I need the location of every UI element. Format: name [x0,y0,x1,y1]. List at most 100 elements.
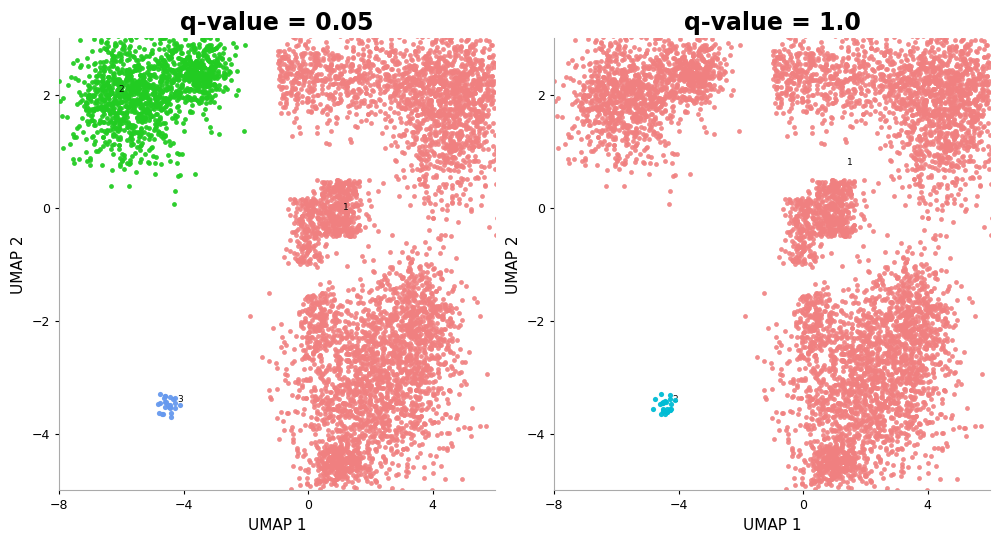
Point [619,72,635,81]
Point [941,88,957,96]
Point [324,428,340,437]
Point [672,34,688,43]
Point [406,74,422,83]
Point [800,354,816,363]
Point [841,483,857,492]
Point [605,127,621,135]
Point [422,55,438,64]
Point [957,124,973,133]
Point [389,378,405,386]
Point [831,215,847,224]
Point [399,265,415,274]
Point [294,243,310,252]
Point [666,53,682,62]
Point [271,56,287,65]
Point [923,51,939,60]
Point [839,228,855,237]
Point [651,95,667,104]
Point [954,101,970,110]
Point [417,405,433,413]
Point [957,423,973,432]
Point [359,377,375,386]
Point [880,313,896,322]
Point [358,441,374,450]
Point [185,70,201,78]
Point [829,75,845,83]
Point [367,414,383,423]
Point [428,287,444,296]
Point [795,225,811,233]
Point [345,86,361,95]
Point [276,426,292,435]
Point [349,461,365,469]
Point [128,55,144,64]
Point [414,307,430,316]
Point [345,46,361,55]
Point [894,390,910,398]
Point [132,94,148,103]
Point [310,323,326,331]
Point [926,67,942,76]
Point [109,91,125,100]
Point [178,70,194,78]
Point [340,463,356,472]
Point [959,64,975,73]
Point [960,98,976,107]
Point [331,194,347,202]
Point [457,88,473,96]
Point [829,332,845,341]
Point [901,93,917,102]
Point [938,59,954,68]
Point [909,304,925,313]
Point [433,38,449,47]
Point [318,492,334,500]
Point [929,205,945,213]
Point [389,86,405,95]
Point [352,448,368,457]
Point [638,83,654,91]
Point [645,405,661,414]
Point [415,325,431,333]
Point [872,144,888,152]
Point [631,70,647,78]
Point [398,276,414,285]
Point [900,290,916,299]
Point [957,88,973,97]
Point [161,75,177,83]
Point [332,442,348,450]
Point [381,285,397,294]
Point [385,330,401,338]
Point [866,374,882,383]
Point [880,316,896,325]
Point [822,215,838,224]
Point [661,77,677,86]
Point [789,245,805,254]
Point [419,82,435,90]
Point [289,203,305,212]
Point [908,76,924,85]
Point [826,462,842,471]
Point [983,231,999,240]
Point [892,69,908,78]
Point [310,363,326,372]
Point [403,430,419,439]
Point [836,400,852,409]
Point [465,42,481,51]
Point [848,200,864,208]
Point [324,48,340,57]
Point [845,76,861,85]
Point [304,392,320,401]
Point [292,196,308,205]
Point [812,460,828,468]
Point [104,122,120,131]
Point [314,316,330,324]
Point [423,305,439,314]
Point [801,383,817,392]
Point [434,94,450,103]
Point [701,45,717,54]
Point [416,164,432,172]
Point [917,8,933,16]
Point [819,405,835,413]
Point [777,87,793,96]
Point [350,299,366,307]
